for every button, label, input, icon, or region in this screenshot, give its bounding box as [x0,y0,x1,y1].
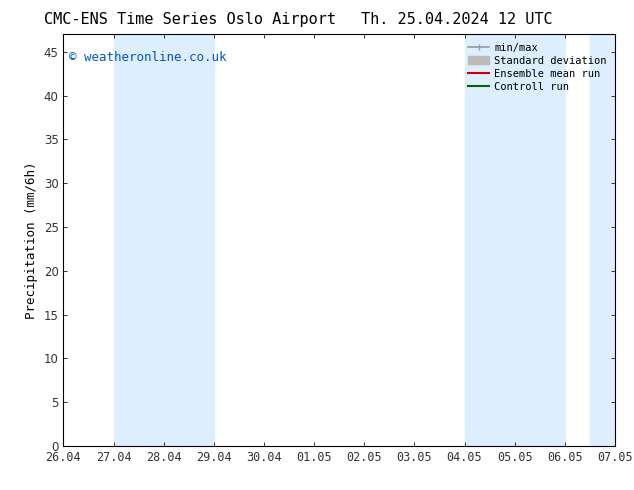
Bar [113,34,214,446]
Bar [465,34,565,446]
Text: © weatheronline.co.uk: © weatheronline.co.uk [69,51,226,64]
Text: Th. 25.04.2024 12 UTC: Th. 25.04.2024 12 UTC [361,12,552,27]
Y-axis label: Precipitation (mm/6h): Precipitation (mm/6h) [25,161,38,319]
Bar [590,34,615,446]
Legend: min/max, Standard deviation, Ensemble mean run, Controll run: min/max, Standard deviation, Ensemble me… [465,40,610,95]
Text: CMC-ENS Time Series Oslo Airport: CMC-ENS Time Series Oslo Airport [44,12,336,27]
